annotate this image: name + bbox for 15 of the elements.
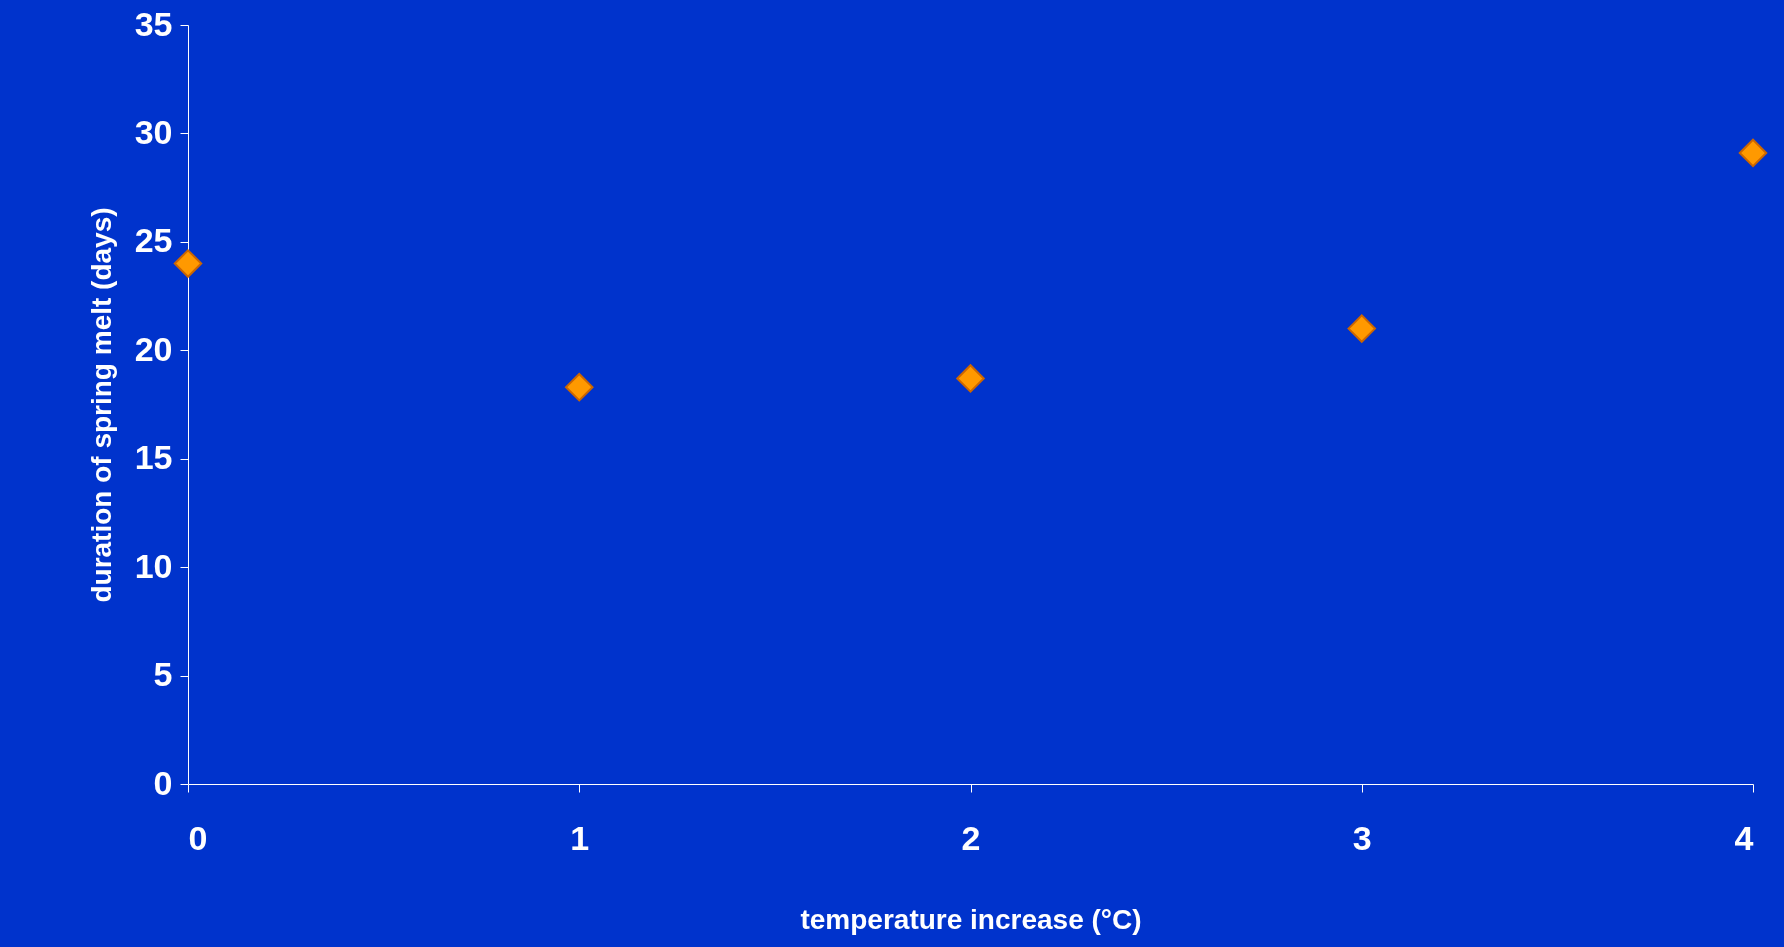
x-axis-title: temperature increase (°C) (800, 903, 1142, 935)
x-tick-label: 3 (1352, 818, 1372, 857)
x-tick-label: 2 (961, 818, 981, 857)
y-tick-label: 30 (134, 112, 173, 151)
y-tick-label: 10 (134, 546, 173, 585)
y-tick-label: 0 (153, 763, 173, 802)
x-tick-label: 4 (1734, 818, 1754, 857)
y-axis-title: duration of spring melt (days) (85, 207, 117, 603)
x-tick-label: 0 (188, 818, 208, 857)
y-tick-label: 35 (134, 4, 173, 43)
y-tick-label: 5 (153, 655, 173, 694)
x-tick-label: 1 (570, 818, 590, 857)
y-tick-label: 25 (134, 221, 173, 260)
y-tick-label: 20 (134, 329, 173, 368)
y-tick-label: 15 (134, 438, 173, 477)
